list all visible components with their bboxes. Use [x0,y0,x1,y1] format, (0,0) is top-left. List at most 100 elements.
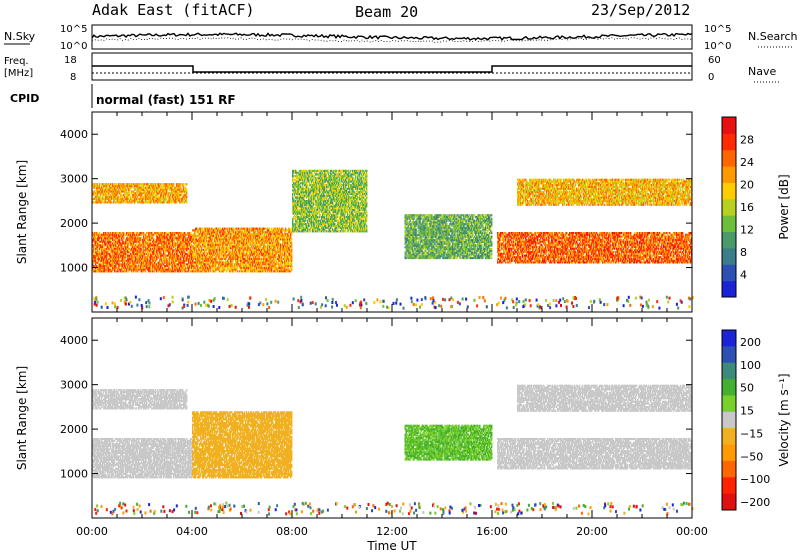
x-tick-labels: 00:00 04:00 08:00 12:00 16:00 20:00 00:00 [76,525,708,538]
echo-band-0 [92,232,192,272]
power-colorbar-cell-7 [722,166,736,183]
nsky-label: N.Sky [4,30,36,43]
velocity-colorbar-tick-0: 200 [740,336,761,349]
velocity-colorbar-cell-4 [722,395,736,412]
velocity-colorbar-cell-0 [722,330,736,347]
power-colorbar-tick-3: 16 [740,201,754,214]
velocity-colorbar-cell-6 [722,428,736,445]
noise-left-tick-top: 10^5 [60,24,87,35]
velocity-colorbar-cell-3 [722,379,736,396]
velocity-x-ticks [92,318,692,518]
freq-label-line1: Freq. [4,56,29,67]
power-colorbar-cell-5 [722,199,736,216]
power-colorbar-cell-8 [722,150,736,167]
echo-band-4 [497,438,692,470]
noise-right-tick-top: 10^5 [704,24,731,35]
power-colorbar-tick-6: 28 [740,134,754,147]
velocity-colorbar-cell-5 [722,412,736,429]
velocity-colorbar-cell-10 [722,494,736,511]
cpid-label: CPID [10,92,39,105]
velocity-colorbar-cell-9 [722,477,736,494]
power-colorbar-cell-4 [722,215,736,232]
velocity-colorbar-label: Velocity [m s⁻¹] [777,373,791,466]
x-tick-label-0: 00:00 [76,525,108,538]
power-colorbar-tick-0: 4 [740,269,747,282]
freq-left-tick-top: 18 [64,55,77,66]
freq-right-tick-bottom: 0 [708,72,714,83]
velocity-colorbar-tick-6: −100 [740,473,770,486]
velocity-colorbar-tick-7: −200 [740,496,770,509]
nave-label: Nave [748,65,776,78]
echo-band-1 [92,389,187,409]
power-colorbar-tick-5: 24 [740,156,754,169]
beam-label: Beam 20 [355,3,418,21]
echo-band-4 [405,214,493,259]
station-title: Adak East (fitACF) [92,1,255,19]
frequency-trace [92,66,692,72]
noise-right-tick-bottom: 10^0 [704,41,731,52]
velocity-colorbar-tick-5: −50 [740,450,763,463]
power-colorbar-label: Power [dB] [777,174,791,239]
frequency-panel [92,53,692,80]
x-tick-label-2: 08:00 [276,525,308,538]
power-colorbar-cell-1 [722,264,736,281]
velocity-heatmap [92,385,694,516]
velocity-colorbar-cell-7 [722,445,736,462]
y-tick-label-1: 2000 [60,217,88,230]
y-tick-label-2: 3000 [60,173,88,186]
velocity-colorbar-cell-8 [722,461,736,478]
x-tick-label-6: 00:00 [676,525,708,538]
x-tick-label-5: 20:00 [576,525,608,538]
noise-left-tick-bottom: 10^0 [60,41,87,52]
nsearch-label: N.Search [748,30,798,43]
freq-right-tick-top: 60 [708,55,721,66]
x-tick-label-4: 16:00 [476,525,508,538]
power-colorbar-cell-2 [722,248,736,265]
echo-band-6 [517,179,692,206]
echo-band-2 [192,411,292,478]
power-colorbar-cell-0 [722,281,736,298]
power-colorbar-tick-1: 8 [740,246,747,259]
near-range-speckle [94,502,693,516]
velocity-colorbar-tick-3: 15 [740,405,754,418]
cpid-value: normal (fast) 151 RF [96,93,236,107]
power-ylabel: Slant Range [km] [15,160,29,264]
date-label: 23/Sep/2012 [591,1,690,19]
x-tick-label-1: 04:00 [176,525,208,538]
echo-band-2 [192,228,292,273]
velocity-panel: 1000 2000 3000 4000 [60,318,694,518]
power-colorbar-cell-9 [722,133,736,150]
power-colorbar-tick-4: 20 [740,179,754,192]
noise-sky-line [92,33,692,40]
y-tick-label-1: 2000 [60,423,88,436]
echo-band-5 [497,232,692,264]
power-colorbar-cell-10 [722,117,736,134]
power-colorbar-cell-3 [722,232,736,249]
noise-sky-trace [92,33,692,40]
velocity-colorbar-cell-1 [722,346,736,363]
power-colorbar-cell-6 [722,182,736,199]
noise-panel [92,25,692,49]
echo-band-1 [92,183,187,203]
x-tick-label-3: 12:00 [376,525,408,538]
x-axis-label: Time UT [366,539,417,553]
power-heatmap [92,170,694,310]
near-range-speckle [94,296,695,310]
y-tick-label-3: 4000 [60,128,88,141]
velocity-colorbar-cell-2 [722,363,736,380]
freq-left-tick-bottom: 8 [70,72,76,83]
y-tick-label-2: 3000 [60,379,88,392]
freq-label-line2: [MHz] [4,68,33,79]
velocity-colorbar-tick-2: 50 [740,382,754,395]
power-x-ticks [92,112,692,312]
y-tick-label-3: 4000 [60,334,88,347]
echo-band-3 [405,425,493,461]
velocity-colorbar-tick-1: 100 [740,359,761,372]
y-tick-label-0: 1000 [60,468,88,481]
echo-band-0 [92,438,192,478]
echo-band-3 [292,170,367,233]
